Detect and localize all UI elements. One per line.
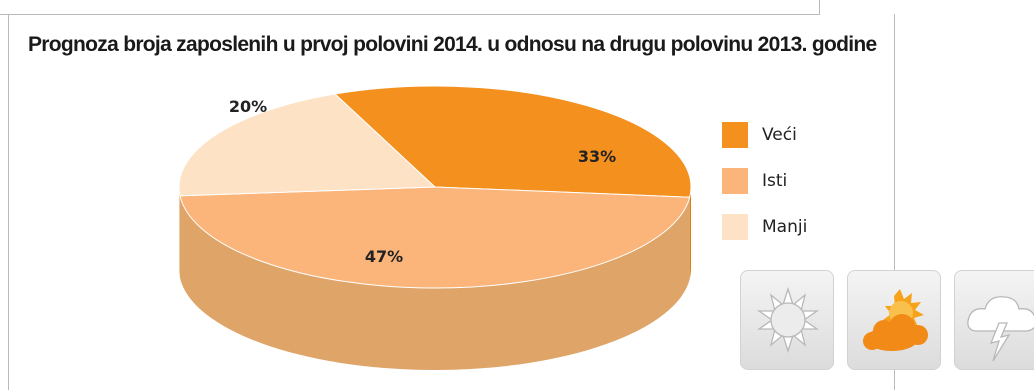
chart-title: Prognoza broja zaposlenih u prvoj polovi… bbox=[28, 33, 877, 56]
legend-label-manji: Manji bbox=[762, 217, 808, 237]
chart-panel bbox=[8, 14, 895, 390]
partly-cloudy-icon bbox=[863, 289, 928, 351]
pie-tops bbox=[178, 85, 692, 289]
legend-item-veci: Veći bbox=[722, 122, 807, 148]
legend-label-veci: Veći bbox=[762, 125, 797, 145]
legend-swatch-manji bbox=[722, 214, 748, 240]
legend-label-isti: Isti bbox=[762, 171, 788, 191]
pie-side-veci bbox=[689, 187, 691, 280]
frame-top-divider bbox=[819, 0, 820, 14]
weather-storm-tile bbox=[954, 270, 1034, 370]
pie-slice-manji bbox=[178, 93, 437, 197]
pie-labels: 33% 47% 20% bbox=[229, 97, 616, 266]
legend-item-manji: Manji bbox=[722, 214, 807, 240]
pie-sides bbox=[179, 187, 691, 370]
legend-swatch-veci bbox=[722, 122, 748, 148]
weather-sun-tile bbox=[740, 270, 834, 370]
legend: Veći Isti Manji bbox=[722, 122, 807, 260]
pie-side-manji bbox=[179, 187, 180, 278]
pie-slice-isti bbox=[179, 186, 691, 289]
pie-value-label-isti: 47% bbox=[365, 247, 403, 266]
legend-swatch-isti bbox=[722, 168, 748, 194]
pie-side-isti bbox=[179, 195, 690, 370]
pie-value-label-veci: 33% bbox=[578, 147, 616, 166]
weather-partly-cloudy-tile bbox=[847, 270, 941, 370]
pie-slice-veci bbox=[333, 85, 692, 198]
legend-item-isti: Isti bbox=[722, 168, 807, 194]
sun-icon bbox=[756, 286, 820, 354]
storm-icon bbox=[967, 296, 1034, 362]
pie-value-label-manji: 20% bbox=[229, 97, 267, 116]
frame-top-border bbox=[0, 0, 820, 15]
